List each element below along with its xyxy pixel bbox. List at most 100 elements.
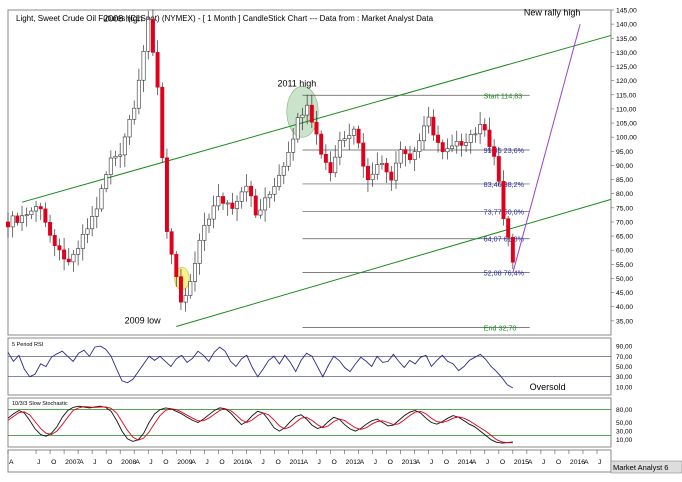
candle-body [323, 153, 328, 163]
candle-body [328, 162, 333, 174]
candle-body [80, 233, 85, 249]
rsi-panel: 10,00 30,00 50,00 70,00 90,00 5 Period RSI Ov… [7, 337, 633, 396]
price-y-tick-label: 110,00 [616, 106, 637, 113]
candle-body [445, 148, 450, 153]
candle-body [319, 133, 324, 155]
candle-body [150, 19, 155, 53]
time-tick-label: A [247, 459, 252, 466]
time-tick-label: J [430, 459, 433, 466]
candle-body [426, 116, 431, 127]
time-tick-label: A [416, 459, 421, 466]
price-annotations: 2008 high 2011 high 2009 low New rally high [103, 8, 580, 326]
candle-body [244, 185, 249, 193]
price-y-tick-label: 140,00 [616, 22, 637, 29]
time-tick-label: J [37, 459, 40, 466]
candle-body [473, 133, 478, 136]
candle-body [440, 142, 445, 153]
time-tick-label: J [598, 459, 601, 466]
price-y-tick-label: 55,00 [616, 262, 633, 269]
time-tick-label: O [556, 459, 561, 466]
annotation-oversold: Oversold [530, 382, 566, 392]
time-tick-label: 2008 [121, 459, 136, 466]
candle-body [408, 153, 412, 160]
candle-body [132, 107, 137, 120]
candle-body [389, 171, 394, 181]
candle-body [375, 164, 380, 175]
candle-body [207, 218, 211, 226]
candle-body [459, 141, 464, 146]
time-tick-label: A [360, 459, 365, 466]
candle-body [57, 245, 62, 251]
candle-body [62, 249, 67, 260]
time-tick-label: J [149, 459, 152, 466]
candle-body [464, 142, 469, 146]
candle-body [249, 185, 254, 197]
candle-body [412, 151, 417, 160]
rsi-plot-frame [7, 337, 612, 396]
rsi-y-tick-label: 30,00 [616, 374, 633, 381]
candle-body [295, 117, 300, 140]
stoch-y-tick-label: 50,00 [616, 420, 633, 427]
candle-body [291, 138, 296, 153]
candle-body [38, 206, 43, 210]
candle-body [169, 231, 174, 255]
price-y-tick-label: 95,00 [616, 149, 633, 156]
time-tick-label: J [318, 459, 321, 466]
rsi-y-tick-label: 50,00 [616, 364, 633, 371]
time-tick-label: O [444, 459, 449, 466]
time-tick-label: 2013 [402, 459, 417, 466]
candle-body [71, 253, 76, 263]
candle-body [127, 119, 132, 138]
rsi-y-tick-label: 90,00 [616, 344, 633, 351]
stoch-d-line [7, 406, 513, 444]
time-tick-label: J [261, 459, 264, 466]
price-y-tick-label: 60,00 [616, 248, 633, 255]
time-tick-label: 2009 [177, 459, 192, 466]
time-tick-label: O [219, 459, 224, 466]
candle-body [104, 174, 109, 189]
price-y-tick-label: 145,00 [616, 8, 637, 15]
candlesticks [6, 9, 515, 312]
annotation-2009-low: 2009 low [125, 316, 162, 326]
candle-body [211, 205, 216, 220]
candle-body [122, 136, 127, 156]
candle-body [178, 276, 183, 303]
time-tick-label: J [486, 459, 489, 466]
candle-body [239, 191, 244, 202]
candle-body [314, 121, 319, 135]
candle-body [183, 295, 188, 303]
rsi-y-axis: 10,00 30,00 50,00 70,00 90,00 [616, 344, 633, 392]
candle-body [155, 52, 160, 88]
time-tick-label: 2010 [233, 459, 248, 466]
fib-level-label: Start 114,83 [484, 91, 523, 100]
candle-body [113, 155, 118, 159]
candle-body [309, 104, 314, 123]
candle-body [277, 174, 282, 187]
time-tick-label: A [9, 459, 14, 466]
time-tick-label: O [275, 459, 280, 466]
candle-body [496, 156, 501, 182]
price-y-tick-label: 100,00 [616, 135, 637, 142]
channel-lower-line [176, 198, 612, 328]
rsi-plot: 5 Period RSI Oversold [7, 342, 611, 392]
candle-body [202, 224, 207, 241]
candle-body [90, 216, 95, 230]
stoch-title: 10/3/3 Slow Stochastic [12, 401, 68, 407]
candle-body [356, 128, 361, 144]
candle-body [85, 228, 90, 235]
time-tick-label: 2015 [514, 459, 529, 466]
candle-body [258, 209, 263, 216]
stoch-plot: 10/3/3 Slow Stochastic [7, 401, 611, 444]
price-y-tick-label: 70,00 [616, 219, 633, 226]
candle-body [492, 146, 497, 157]
price-y-tick-label: 50,00 [616, 276, 633, 283]
candle-body [99, 188, 104, 210]
candle-body [436, 134, 441, 143]
price-y-tick-label: 85,00 [616, 177, 633, 184]
price-y-tick-label: 120,00 [616, 78, 637, 85]
stoch-y-tick-label: 80,00 [616, 407, 633, 414]
candle-body [34, 206, 39, 212]
price-y-tick-label: 130,00 [616, 50, 637, 57]
